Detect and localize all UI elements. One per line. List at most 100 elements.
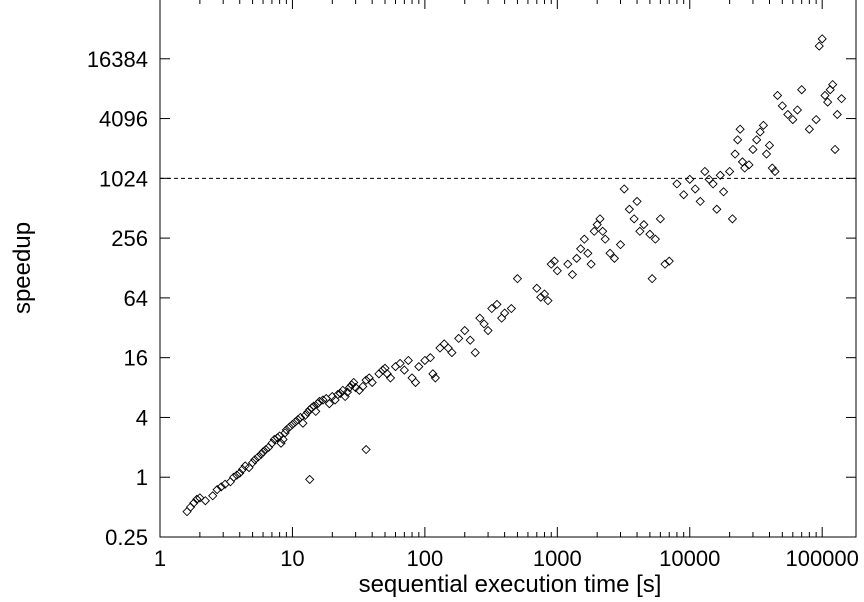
data-point <box>314 396 325 407</box>
data-point <box>712 204 722 214</box>
y-tick-label: 0.25 <box>105 525 148 550</box>
data-point <box>435 343 445 353</box>
plot-frame <box>159 0 857 538</box>
data-point <box>475 313 485 323</box>
y-tick-label: 1 <box>136 465 148 490</box>
data-point <box>764 140 775 150</box>
data-point <box>767 163 777 173</box>
data-point <box>748 144 758 155</box>
data-point <box>770 166 780 177</box>
data-point <box>410 377 421 388</box>
data-point <box>212 484 222 495</box>
data-point <box>586 259 596 269</box>
data-point <box>664 256 674 266</box>
data-point <box>708 179 718 189</box>
y-axis: 0.25 1 4 16 64 256 1024 4096 16384 <box>87 47 856 550</box>
data-point <box>281 425 292 435</box>
data-point <box>679 190 689 200</box>
y-tick-label: 16 <box>124 346 148 371</box>
data-point <box>536 292 546 302</box>
data-point <box>830 144 840 155</box>
data-point <box>704 174 714 184</box>
data-point <box>823 97 833 107</box>
data-point <box>797 85 807 95</box>
data-point <box>563 259 573 269</box>
data-point <box>635 226 645 236</box>
data-point <box>820 90 830 101</box>
data-point <box>546 259 556 269</box>
data-point <box>645 229 655 239</box>
data-point <box>718 187 729 197</box>
x-axis: 1 10 100 1000 10000 100000 <box>154 0 859 571</box>
data-point <box>318 395 328 405</box>
data-point <box>276 438 286 448</box>
data-point <box>752 135 762 145</box>
data-point <box>647 274 657 284</box>
data-point <box>755 127 765 137</box>
data-point <box>761 149 772 159</box>
data-point <box>302 407 313 418</box>
data-point <box>744 160 754 170</box>
data-point <box>430 373 440 383</box>
data-point <box>324 399 334 409</box>
x-tick-label: 10000 <box>659 546 720 571</box>
data-point <box>600 234 610 244</box>
data-point <box>552 266 562 276</box>
data-point <box>814 41 824 51</box>
data-points <box>182 34 847 517</box>
data-point <box>367 377 377 388</box>
data-point <box>497 313 507 323</box>
data-point <box>374 369 384 379</box>
data-point <box>182 507 192 517</box>
data-point <box>811 114 821 125</box>
data-point <box>378 365 388 375</box>
y-tick-label: 64 <box>124 286 148 311</box>
data-point <box>499 308 510 318</box>
x-tick-label: 10 <box>280 546 304 571</box>
data-point <box>250 455 260 465</box>
data-point <box>506 303 517 314</box>
data-point <box>313 399 323 409</box>
data-point <box>235 468 245 478</box>
y-tick-label: 16384 <box>87 47 148 72</box>
data-point <box>589 226 599 236</box>
x-tick-label: 1000 <box>533 546 582 571</box>
data-point <box>783 109 793 120</box>
data-point <box>492 299 502 310</box>
data-point <box>777 101 787 111</box>
data-point <box>192 494 202 504</box>
data-point <box>465 335 475 345</box>
data-point <box>758 120 769 130</box>
data-point <box>549 256 560 266</box>
data-point <box>399 365 409 375</box>
data-point <box>605 248 615 258</box>
data-point <box>788 114 798 125</box>
data-point <box>333 389 343 400</box>
data-point <box>258 447 268 457</box>
data-point <box>532 283 542 293</box>
data-point <box>385 373 396 383</box>
data-point <box>290 417 300 427</box>
data-point <box>347 380 357 390</box>
data-point <box>407 373 417 383</box>
data-point <box>361 375 371 385</box>
data-point <box>685 174 695 184</box>
data-point <box>305 474 315 485</box>
data-point <box>395 358 405 369</box>
data-point <box>539 289 550 299</box>
data-point <box>454 333 464 344</box>
data-point <box>293 415 303 425</box>
data-point <box>817 34 827 44</box>
data-point <box>349 377 359 388</box>
data-point <box>439 339 449 349</box>
data-point <box>350 382 361 393</box>
data-point <box>572 253 582 264</box>
data-point <box>715 170 725 180</box>
data-point <box>278 434 288 445</box>
data-point <box>229 472 239 482</box>
data-point <box>583 248 593 258</box>
data-point <box>253 452 263 462</box>
data-point <box>244 462 254 473</box>
y-tick-label: 4 <box>136 405 148 430</box>
x-tick-label: 1 <box>154 546 166 571</box>
